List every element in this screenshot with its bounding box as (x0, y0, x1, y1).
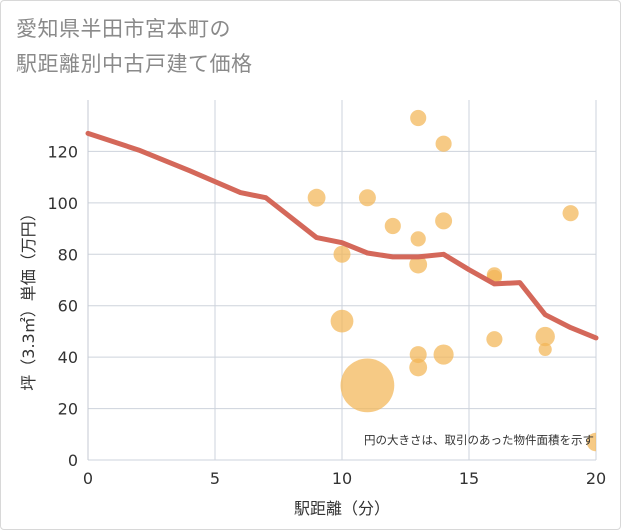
data-point (358, 189, 376, 207)
x-tick-label: 5 (210, 469, 220, 488)
grid-lines (87, 100, 597, 461)
y-tick-label: 80 (58, 245, 78, 264)
x-tick-label: 0 (83, 469, 93, 488)
data-point (409, 255, 428, 274)
y-tick-label: 40 (58, 348, 78, 367)
x-axis-label: 駅距離（分） (294, 499, 390, 518)
data-point (307, 188, 326, 207)
data-point (409, 346, 427, 364)
data-point (330, 309, 354, 333)
data-point (333, 245, 351, 263)
data-point (486, 331, 503, 348)
data-point (435, 135, 452, 152)
data-point (586, 432, 596, 452)
data-point (435, 212, 453, 230)
y-tick-label: 100 (47, 194, 78, 213)
x-tick-label: 20 (586, 469, 606, 488)
data-point (538, 342, 552, 357)
data-point (433, 344, 454, 365)
chart-title-line-2: 駅距離別中古戸建て価格 (16, 52, 253, 76)
y-tick-label: 20 (58, 400, 78, 419)
x-tick-label: 15 (459, 469, 479, 488)
y-tick-label: 120 (47, 142, 78, 161)
chart-title-line-1: 愛知県半田市宮本町の (16, 17, 231, 41)
bubble-size-note: 円の大きさは、取引のあった物件面積を示す (364, 433, 594, 447)
data-point (340, 358, 395, 413)
data-points (307, 109, 596, 452)
y-axis-label: 坪（3.3㎡）単価（万円） (19, 205, 38, 390)
x-tick-label: 10 (332, 469, 352, 488)
data-point (384, 217, 401, 235)
chart-title: 愛知県半田市宮本町の 駅距離別中古戸建て価格 (16, 12, 253, 82)
y-tick-label: 60 (58, 297, 78, 316)
y-tick-label: 0 (68, 451, 78, 470)
y-axis-ticks: 0 20 40 60 80 100 120 (47, 142, 78, 470)
data-point (410, 231, 426, 247)
trend-layer (85, 130, 599, 341)
data-point (410, 109, 427, 127)
data-point (535, 326, 555, 347)
data-point (562, 205, 579, 222)
x-axis-ticks: 0 5 10 15 20 (83, 469, 606, 488)
trend-line (85, 130, 599, 341)
data-point (409, 358, 428, 377)
